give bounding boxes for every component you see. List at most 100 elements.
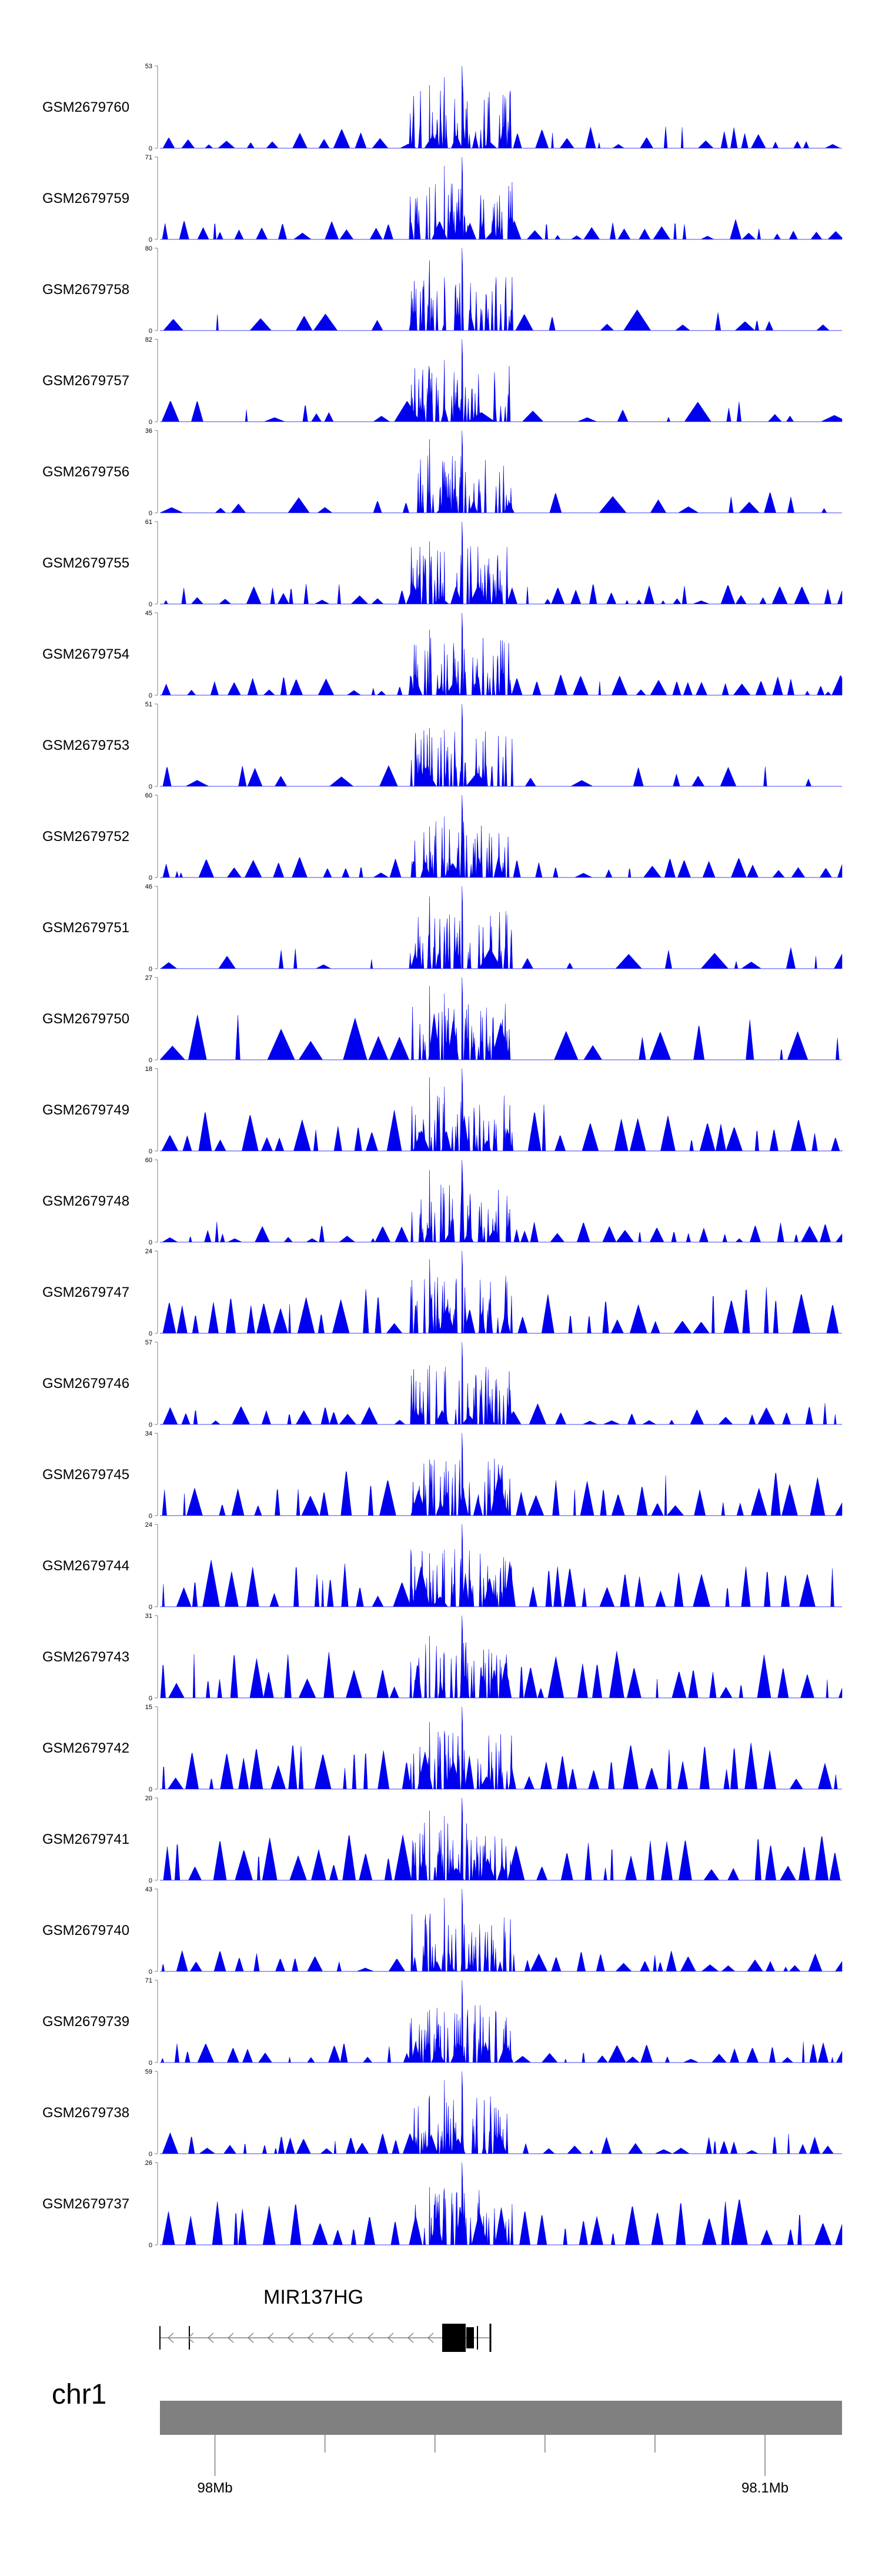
track-label: GSM2679754 [42, 646, 129, 662]
track-GSM2679751: GSM2679751 46 0 [42, 883, 843, 973]
track-GSM2679745: GSM2679745 34 0 [42, 1430, 843, 1520]
track-label: GSM2679746 [42, 1376, 129, 1392]
track-GSM2679747: GSM2679747 24 0 [42, 1248, 842, 1337]
track-label: GSM2679757 [42, 373, 129, 389]
strand-chevron [347, 2333, 354, 2343]
track-y-min-label: 0 [149, 1057, 152, 1064]
track-y-min-label: 0 [149, 236, 152, 243]
gene-exon-thick [442, 2324, 466, 2352]
track-y-max-label: 34 [145, 1430, 152, 1437]
track-GSM2679743: GSM2679743 31 0 [42, 1613, 843, 1702]
track-label: GSM2679756 [42, 464, 129, 480]
strand-chevron [227, 2333, 234, 2343]
coverage-area [160, 795, 843, 878]
track-label: GSM2679739 [42, 2014, 129, 2030]
ideogram-track: chr1 98Mb 98.1Mb [52, 2379, 842, 2496]
coverage-area [160, 156, 843, 240]
strand-chevron [427, 2333, 434, 2343]
track-GSM2679739: GSM2679739 71 0 [42, 1977, 843, 2067]
coverage-area [160, 2162, 843, 2245]
coverage-area [160, 612, 843, 696]
track-y-max-label: 36 [145, 428, 152, 435]
track-GSM2679746: GSM2679746 57 0 [42, 1339, 842, 1429]
track-y-min-label: 0 [149, 2060, 152, 2067]
track-y-min-label: 0 [149, 419, 152, 426]
track-label: GSM2679753 [42, 738, 129, 753]
coverage-area [160, 521, 843, 605]
track-y-max-label: 20 [145, 1795, 152, 1802]
track-y-min-label: 0 [149, 1422, 152, 1429]
track-y-max-label: 57 [145, 1339, 152, 1346]
coverage-area [159, 977, 842, 1060]
track-y-min-label: 0 [149, 1330, 152, 1337]
track-y-min-label: 0 [149, 1968, 152, 1976]
coverage-area [160, 339, 843, 422]
track-label: GSM2679752 [42, 829, 129, 845]
track-y-max-label: 82 [145, 336, 152, 343]
strand-chevron [367, 2333, 374, 2343]
coverage-area [160, 1159, 843, 1243]
track-y-min-label: 0 [149, 2151, 152, 2158]
chromosome-ideogram-bar [160, 2401, 842, 2435]
coverage-area [159, 430, 842, 513]
track-label: GSM2679755 [42, 555, 129, 571]
track-label: GSM2679758 [42, 282, 129, 298]
coverage-area [160, 1342, 842, 1425]
track-y-min-label: 0 [149, 1513, 152, 1520]
strand-chevron [327, 2333, 334, 2343]
track-GSM2679742: GSM2679742 15 0 [42, 1704, 842, 1793]
genome-axis: 98Mb 98.1Mb [198, 2435, 789, 2496]
track-label: GSM2679743 [42, 1649, 129, 1665]
track-label: GSM2679745 [42, 1467, 129, 1483]
track-GSM2679740: GSM2679740 43 0 [42, 1886, 843, 1976]
track-label: GSM2679751 [42, 920, 129, 936]
track-label: GSM2679750 [42, 1011, 129, 1027]
strand-chevron [407, 2333, 414, 2343]
strand-chevron [287, 2333, 294, 2343]
gene-name-label: MIR137HG [263, 2286, 363, 2308]
track-y-max-label: 71 [145, 1977, 152, 1984]
gene-exon-utr [466, 2327, 474, 2348]
track-label: GSM2679759 [42, 191, 129, 206]
track-y-min-label: 0 [149, 145, 152, 152]
track-y-min-label: 0 [149, 1695, 152, 1702]
track-y-min-label: 0 [149, 601, 152, 608]
strand-chevron [167, 2333, 174, 2343]
track-y-max-label: 24 [145, 1521, 152, 1529]
coverage-area [160, 65, 842, 149]
track-GSM2679744: GSM2679744 24 0 [42, 1521, 842, 1611]
strand-chevron [267, 2333, 274, 2343]
track-y-min-label: 0 [149, 2242, 152, 2249]
track-y-min-label: 0 [149, 783, 152, 790]
strand-chevron [187, 2333, 194, 2343]
coverage-area [160, 886, 843, 969]
track-GSM2679755: GSM2679755 61 0 [42, 519, 843, 608]
x-tick-label: 98Mb [198, 2480, 233, 2496]
track-y-max-label: 45 [145, 610, 152, 617]
track-y-max-label: 31 [145, 1613, 152, 1620]
track-y-max-label: 61 [145, 519, 152, 526]
track-label: GSM2679748 [42, 1193, 129, 1209]
track-label: GSM2679737 [42, 2196, 129, 2212]
track-y-max-label: 46 [145, 883, 152, 890]
track-y-max-label: 24 [145, 1248, 152, 1255]
track-GSM2679737: GSM2679737 26 0 [42, 2160, 843, 2249]
coverage-area [160, 2071, 842, 2154]
track-y-max-label: 27 [145, 975, 152, 982]
track-y-max-label: 60 [145, 792, 152, 799]
track-label: GSM2679760 [42, 99, 129, 115]
track-label: GSM2679749 [42, 1102, 129, 1118]
gene-model-glyph [159, 2324, 492, 2352]
gene-annotation-track: MIR137HG [159, 2286, 492, 2352]
coverage-area [160, 1888, 843, 1972]
strand-chevron [387, 2333, 394, 2343]
track-y-max-label: 43 [145, 1886, 152, 1893]
track-y-min-label: 0 [149, 966, 152, 973]
track-y-max-label: 80 [145, 245, 152, 252]
track-GSM2679748: GSM2679748 60 0 [42, 1157, 843, 1246]
track-y-min-label: 0 [149, 1604, 152, 1611]
track-y-min-label: 0 [149, 1786, 152, 1793]
track-label: GSM2679741 [42, 1831, 129, 1847]
track-y-min-label: 0 [149, 1148, 152, 1155]
coverage-area [160, 1797, 842, 1881]
